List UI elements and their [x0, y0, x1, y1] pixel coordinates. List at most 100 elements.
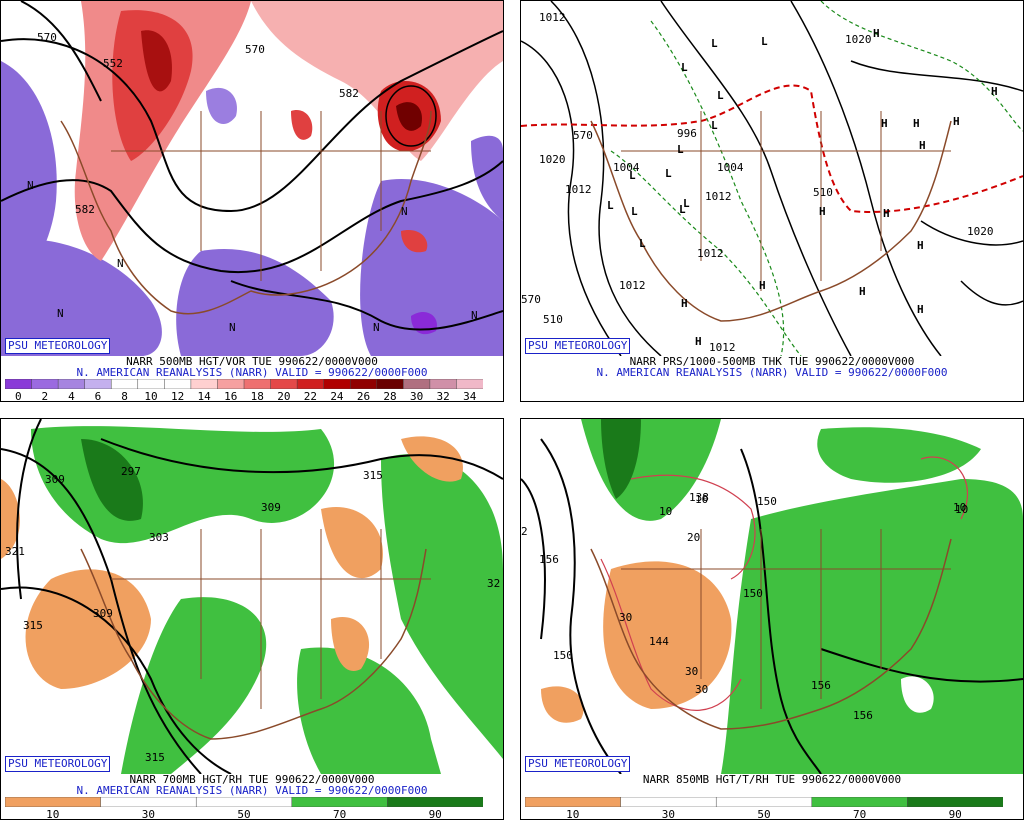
- moist-area: [297, 647, 441, 774]
- colorbar-tick-label: 16: [224, 390, 238, 402]
- colorbar-tick-label: 18: [250, 390, 264, 402]
- colorbar-swatch: [31, 379, 59, 389]
- high-pressure-marker: H: [917, 239, 924, 252]
- map-label: N: [229, 321, 236, 334]
- colorbar-ticks: 0 2 4 6 8 10 12 14 16 18 20 22 24 26 28 30 32 34: [5, 390, 483, 402]
- colorbar-tick-label: 22: [303, 390, 317, 402]
- coastline: [590, 120, 952, 322]
- dry-area: [603, 561, 732, 709]
- colorbar: [5, 379, 483, 389]
- low-pressure-marker: L: [665, 167, 672, 180]
- coastline: [80, 548, 427, 740]
- isobar: [790, 1, 942, 356]
- panel-500mb-vorticity: 570 552 570 582 582 N N N N N N N PSU METEOROLOGY N…: [0, 0, 504, 402]
- colorbar-tick-label: 2: [41, 390, 49, 402]
- thickness-line: [650, 20, 785, 356]
- colorbar-tick-label: 50: [237, 808, 251, 820]
- moist-area: [601, 419, 641, 499]
- map-label: N: [401, 205, 408, 218]
- coastline: [60, 110, 432, 315]
- map-label: 510: [543, 313, 563, 326]
- colorbar-swatch: [620, 797, 717, 807]
- map-labels: 309 297 303 321 309 315 309 315 315 32: [5, 465, 500, 764]
- high-pressure-marker: H: [759, 279, 766, 292]
- map-label: 315: [363, 469, 383, 482]
- map-label: 30: [685, 665, 698, 678]
- colorbar-swatch: [243, 379, 272, 389]
- high-pressure-marker: H: [913, 117, 920, 130]
- map-label: 156: [539, 553, 559, 566]
- map-label: 10: [659, 505, 672, 518]
- moist-area: [721, 479, 1023, 774]
- height-contour: [521, 478, 546, 640]
- map-label: 32: [487, 577, 500, 590]
- map-label: 570: [37, 31, 57, 44]
- map-label: 1012: [565, 183, 592, 196]
- map-label: 309: [93, 607, 113, 620]
- panel-pressure-thickness: 1012 1020 1020 1012 1004 1004 1012 1012 1012 1020…: [520, 0, 1024, 402]
- colorbar-swatch: [429, 379, 458, 389]
- isobar: [521, 40, 622, 356]
- colorbar-tick-label: 8: [121, 390, 128, 402]
- map-label: 1012: [697, 247, 724, 260]
- colorbar-swatch: [456, 379, 483, 389]
- colorbar-swatch: [270, 379, 298, 389]
- low-pressure-marker: L: [607, 199, 614, 212]
- colorbar-tick-label: 32: [436, 390, 450, 402]
- vorticity-positive-area: [112, 10, 193, 162]
- colorbar-swatch: [217, 379, 245, 389]
- panel-title: NARR 700MB HGT/RH TUE 990622/0000V000: [129, 773, 375, 786]
- map-label: 1012: [705, 190, 732, 203]
- height-contour: [385, 85, 437, 147]
- map-label: 510: [813, 186, 833, 199]
- colorbar-swatch: [5, 379, 33, 389]
- colorbar-tick-label: 70: [852, 808, 867, 820]
- vorticity-positive-area: [291, 110, 313, 140]
- psu-meteorology-badge: PSU METEOROLOGY: [5, 338, 111, 354]
- low-pressure-marker: L: [631, 205, 638, 218]
- panel-title: NARR PRS/1000-500MB THK TUE 990622/0000V…: [629, 355, 915, 368]
- state-borders: [111, 529, 431, 709]
- map-label: 10: [695, 493, 708, 506]
- colorbar-swatch: [349, 379, 378, 389]
- dry-area: [321, 507, 383, 579]
- colorbar-swatch: [387, 797, 483, 807]
- low-pressure-marker: L: [677, 143, 684, 156]
- high-pressure-marker: H: [819, 205, 826, 218]
- map-label: 1020: [539, 153, 566, 166]
- colorbar-swatch: [403, 379, 431, 389]
- moist-area: [381, 453, 503, 759]
- high-pressure-marker: H: [859, 285, 866, 298]
- map-label: 150: [743, 587, 763, 600]
- height-contour: [100, 438, 503, 480]
- vorticity-negative-area: [360, 179, 503, 356]
- low-pressure-marker: L: [679, 203, 686, 216]
- thickness-line: [610, 150, 802, 356]
- dry-area: [541, 686, 584, 723]
- map-label: 10: [955, 503, 968, 516]
- temperature-contour: [920, 456, 968, 520]
- panel-subtitle: N. AMERICAN REANALYSIS (NARR) VALID = 99…: [76, 366, 428, 379]
- vorticity-negative-area: [206, 87, 237, 124]
- moist-area: [817, 427, 981, 483]
- map-label: 582: [339, 87, 359, 100]
- map-label: 1020: [967, 225, 994, 238]
- colorbar-tick-label: 30: [141, 808, 156, 820]
- low-pressure-marker: L: [639, 237, 646, 250]
- state-borders: [621, 529, 951, 709]
- height-contour: [1, 586, 232, 774]
- dry-area: [401, 436, 463, 482]
- height-contour: [1, 30, 503, 213]
- vorticity-map: 570 552 570 582 582 N N N N N N N: [1, 1, 503, 356]
- colorbar-tick-label: 26: [356, 390, 371, 402]
- map-label: N: [57, 307, 64, 320]
- pressure-map: 1012 1020 1020 1012 1004 1004 1012 1012 1012 1020…: [521, 1, 1023, 356]
- colorbar-tick-label: 28: [383, 390, 397, 402]
- state-borders: [621, 111, 951, 291]
- isobar: [920, 220, 1023, 246]
- thickness-line: [820, 1, 1023, 132]
- colorbar-swatch: [525, 797, 622, 807]
